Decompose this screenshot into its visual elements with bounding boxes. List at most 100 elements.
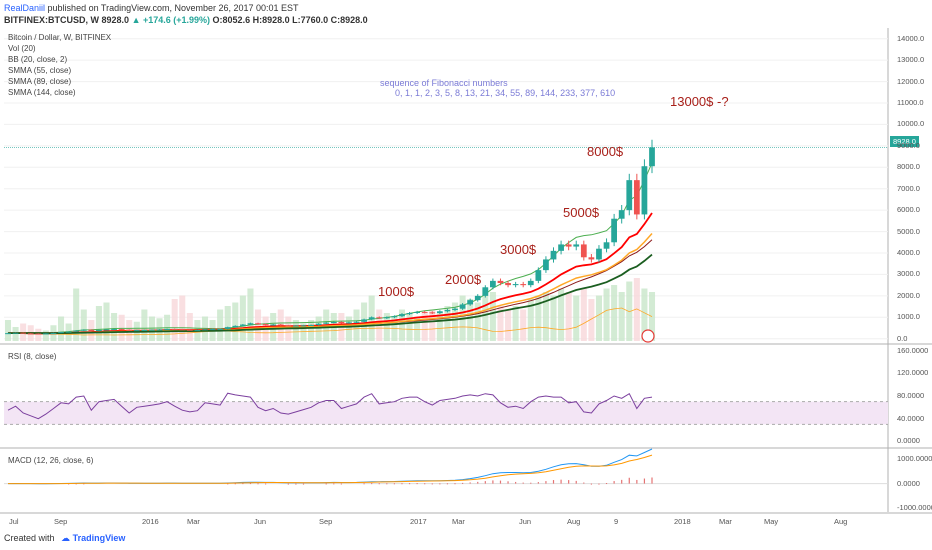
candle-body (550, 250, 557, 260)
volume-bar (527, 299, 534, 341)
volume-bar (421, 313, 428, 341)
volume-bar (520, 309, 527, 341)
time-axis-tick-label: Jul (9, 517, 19, 526)
candle-body (50, 332, 57, 334)
time-axis-tick-label: Mar (452, 517, 465, 526)
volume-bar (239, 295, 246, 341)
candle-body (649, 147, 655, 167)
volume-bar (398, 309, 406, 341)
candle-body (459, 304, 466, 309)
macd-histogram-bar (302, 483, 305, 485)
volume-bar (179, 295, 186, 341)
price-axis-tick-label: 3000.0 (897, 269, 920, 279)
volume-bar (588, 299, 595, 341)
macd-histogram-bar (454, 483, 456, 485)
candle-body (368, 317, 375, 320)
candle-body (452, 308, 458, 310)
volume-bar (550, 295, 557, 341)
volume-bar (505, 309, 512, 341)
candle-body (300, 325, 307, 327)
candle-body (43, 333, 49, 335)
candle-body (232, 325, 239, 328)
macd-signal-line (8, 454, 653, 485)
legend-bb: BB (20, close, 2) (8, 55, 68, 64)
macd-histogram-bar (227, 483, 229, 485)
candle-body (543, 259, 549, 271)
candle-body (224, 327, 231, 329)
bb-lower-line (7, 307, 653, 336)
footer: Created with ☁ TradingView (4, 533, 125, 544)
candle-body (573, 244, 580, 247)
macd-histogram-bar (605, 483, 608, 485)
fib-title: sequence of Fibonacci numbers (380, 78, 508, 88)
candle-body (255, 323, 261, 325)
candle-body (482, 287, 489, 296)
volume-bar (436, 313, 443, 341)
symbol-line: BITFINEX:BTCUSD, W (4, 15, 99, 25)
candle-body (512, 284, 519, 286)
candle-body (376, 317, 383, 319)
macd-histogram-bar (265, 483, 267, 485)
rsi-label: RSI (8, close) (8, 352, 57, 361)
rsi-axis-tick-label: 160.0000 (897, 345, 929, 355)
volume-bar (141, 309, 148, 341)
macd-histogram-bar (431, 483, 433, 485)
candle-body (35, 333, 42, 335)
macd-histogram-bar (583, 482, 585, 484)
macd-histogram-bar (545, 481, 547, 484)
time-axis-tick-label: 2016 (142, 517, 159, 526)
macd-histogram-bar (628, 477, 630, 484)
candle-body (497, 280, 504, 283)
macd-histogram-bar (295, 483, 297, 485)
author-link[interactable]: RealDaniil (4, 3, 46, 13)
candle-body (65, 331, 72, 333)
rsi-axis-tick-label: 40.0000 (897, 413, 925, 423)
volume-bar (618, 292, 625, 341)
volume-bar (474, 302, 481, 341)
main-legend: Bitcoin / Dollar, W, BITFINEX Vol (20) B… (8, 32, 111, 98)
candle-body (133, 330, 140, 332)
candle-body (353, 321, 360, 323)
macd-histogram-bar (393, 483, 395, 485)
current-price: 8928.0 (101, 15, 130, 25)
candle-body (149, 329, 155, 331)
annotation-2000: 2000$ (445, 272, 482, 287)
candle-body (603, 242, 610, 249)
macd-histogram-bar (477, 481, 479, 484)
footer-brand[interactable]: TradingView (72, 533, 126, 543)
candle-body (285, 325, 292, 327)
macd-histogram-bar (386, 483, 388, 485)
candle-body (406, 313, 413, 315)
macd-label: MACD (12, 26, close, 6) (8, 456, 94, 465)
candle-body (277, 324, 284, 326)
candle-body (490, 280, 496, 288)
macd-axis-tick-label: 0.0000 (897, 478, 920, 488)
volume-bar (247, 288, 254, 341)
candle-body (12, 332, 19, 334)
volume-bar (580, 288, 587, 341)
candle-body (5, 333, 11, 335)
legend-smma55: SMMA (55, close) (8, 66, 72, 75)
volume-bar (444, 306, 451, 341)
macd-histogram-bar (83, 483, 85, 485)
volume-bar (406, 313, 413, 341)
macd-histogram-bar (249, 483, 252, 485)
macd-histogram-bar (446, 483, 449, 485)
volume-bar (451, 302, 459, 341)
candle-body (565, 244, 572, 247)
macd-histogram-bar (651, 477, 653, 484)
price-axis-tick-label: 7000.0 (897, 183, 920, 193)
price-axis-tick-label: 2000.0 (897, 290, 920, 300)
macd-histogram-bar (598, 483, 600, 485)
macd-histogram-bar (371, 483, 373, 485)
macd-histogram-bar (613, 481, 615, 484)
candle-body (293, 325, 299, 327)
candle-body (618, 210, 625, 219)
volume-bar (232, 302, 239, 341)
volume-bar (73, 288, 80, 341)
macd-histogram-bar (439, 483, 441, 485)
annotation-1000: 1000$ (378, 284, 415, 299)
volume-bar (641, 288, 648, 341)
volume-bar (58, 316, 65, 341)
macd-histogram-bar (242, 483, 244, 485)
